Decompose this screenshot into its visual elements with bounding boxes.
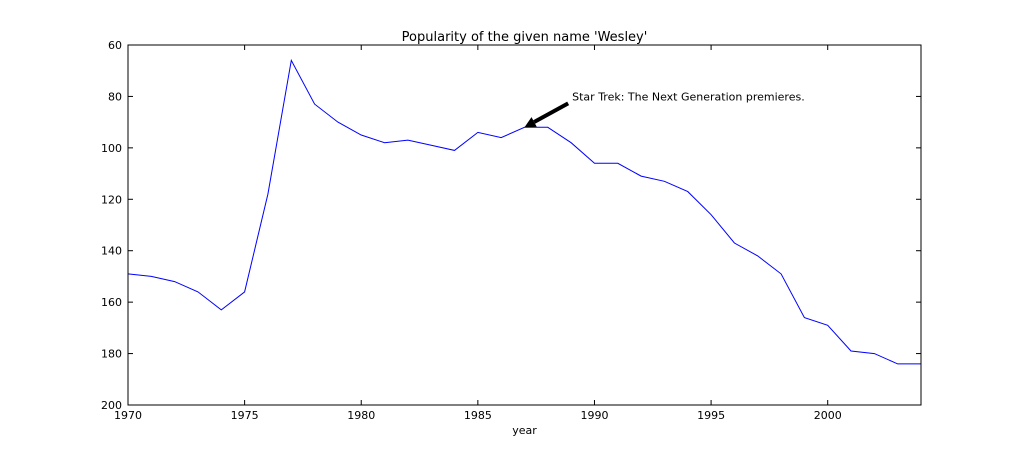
annotation-text: Star Trek: The Next Generation premieres… bbox=[572, 90, 805, 103]
y-tick-label: 100 bbox=[101, 142, 122, 155]
chart-title: Popularity of the given name 'Wesley' bbox=[402, 30, 648, 45]
y-tick-label: 200 bbox=[101, 399, 122, 412]
x-tick-label: 1990 bbox=[580, 409, 608, 422]
x-tick-label: 1970 bbox=[114, 409, 142, 422]
annotation-arrow-shaft bbox=[533, 101, 570, 124]
x-tick-label: 2000 bbox=[814, 409, 842, 422]
y-tick-label: 160 bbox=[101, 296, 122, 309]
y-tick-label: 180 bbox=[101, 348, 122, 361]
y-tick-label: 60 bbox=[108, 39, 122, 52]
x-axis-label: year bbox=[512, 424, 537, 437]
y-tick-label: 140 bbox=[101, 245, 122, 258]
x-tick-label: 1995 bbox=[697, 409, 725, 422]
x-tick-label: 1975 bbox=[231, 409, 259, 422]
y-axis: 60 80 100 120 140 160 180 200 bbox=[101, 39, 921, 412]
annotation: Star Trek: The Next Generation premieres… bbox=[524, 90, 805, 128]
y-tick-label: 120 bbox=[101, 193, 122, 206]
annotation-arrow-head bbox=[524, 117, 537, 128]
x-tick-label: 1985 bbox=[464, 409, 492, 422]
plot-frame bbox=[127, 44, 922, 406]
x-axis: 1970 1975 1980 1985 1990 1995 2000 bbox=[114, 45, 842, 422]
y-tick-label: 80 bbox=[108, 90, 122, 103]
plot-area bbox=[127, 44, 922, 406]
series-line-0 bbox=[127, 58, 921, 365]
x-tick-label: 1980 bbox=[347, 409, 375, 422]
